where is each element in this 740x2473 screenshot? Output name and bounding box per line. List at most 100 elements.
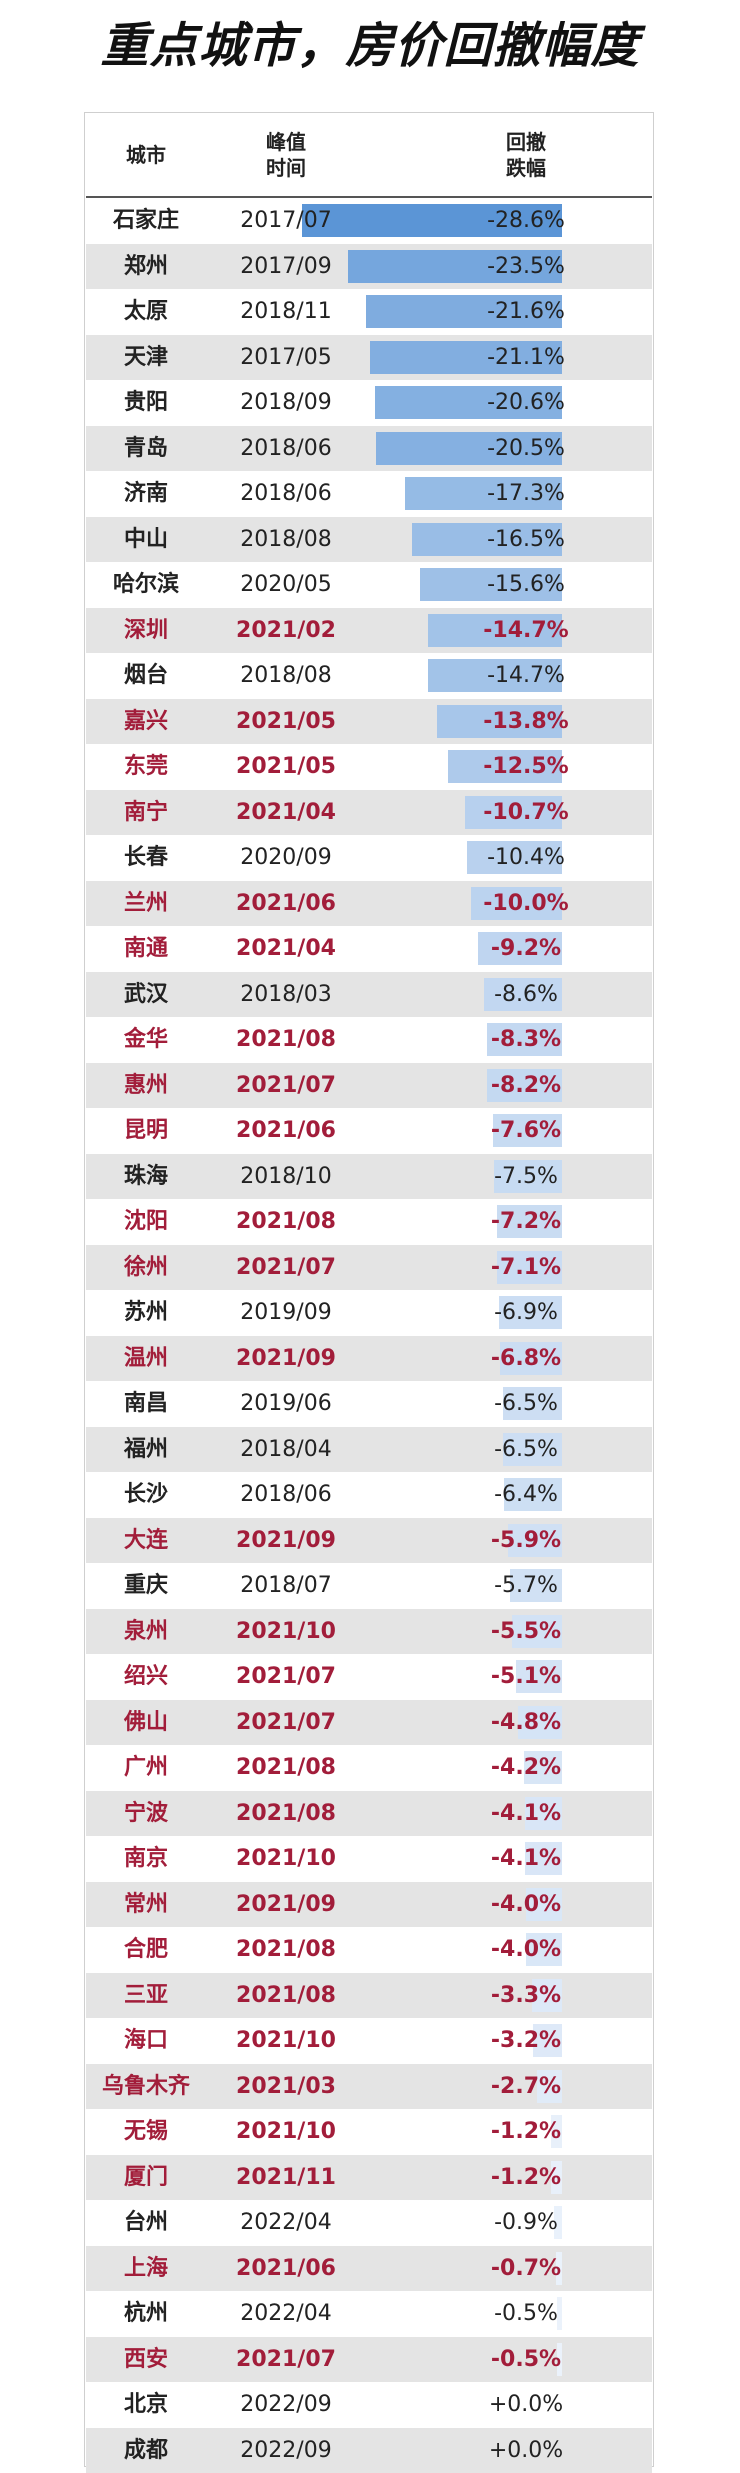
- cell-peak-time: 2021/05: [236, 708, 336, 734]
- drawdown-bar: [478, 932, 562, 965]
- drawdown-bar: [448, 750, 562, 783]
- table-row: 徐州 2021/07 -7.1%: [86, 1244, 652, 1290]
- cell-drawdown: -5.5%: [490, 1618, 562, 1644]
- table-row: 无锡 2021/10 -1.2%: [86, 2109, 652, 2154]
- cell-drawdown: -20.5%: [487, 435, 565, 461]
- cell-peak-time: 2018/08: [240, 526, 332, 552]
- table-row: 绍兴 2021/07 -5.1%: [86, 1654, 652, 1699]
- cell-peak-time: 2021/04: [236, 936, 336, 961]
- table-row: 武汉 2018/03 -8.6%: [86, 971, 652, 1017]
- drawdown-bar: [557, 2342, 562, 2376]
- table-row: 合肥 2021/08 -4.0%: [86, 1927, 652, 1972]
- table-row: 青岛 2018/06 -20.5%: [86, 425, 652, 471]
- cell-city: 杭州: [123, 2301, 168, 2326]
- cell-city: 石家庄: [112, 208, 179, 233]
- cell-city: 南宁: [123, 799, 168, 825]
- drawdown-bar: [537, 2069, 562, 2103]
- table-row: 福州 2018/04 -6.5%: [86, 1426, 652, 1472]
- cell-drawdown: +0.0%: [488, 2392, 564, 2417]
- cell-peak-time: 2021/05: [236, 754, 336, 779]
- cell-city: 台州: [123, 2210, 168, 2235]
- cell-peak-time: 2018/06: [240, 481, 332, 506]
- cell-city: 福州: [123, 1436, 168, 1462]
- cell-peak-time: 2021/07: [236, 1072, 336, 1098]
- cell-city: 太原: [123, 299, 168, 324]
- cell-city: 苏州: [123, 1300, 168, 1325]
- cell-city: 海口: [123, 2028, 168, 2053]
- table-row: 常州 2021/09 -4.0%: [86, 1881, 652, 1927]
- cell-drawdown: -9.2%: [490, 936, 562, 961]
- cell-drawdown: -15.6%: [487, 572, 565, 597]
- table-header: 城市 峰值 时间 回撤 跌幅: [86, 114, 652, 198]
- table-row: 海口 2021/10 -3.2%: [86, 2018, 652, 2063]
- cell-drawdown: -7.6%: [490, 1118, 562, 1143]
- cell-drawdown: -8.2%: [490, 1072, 562, 1098]
- drawdown-bar: [515, 1660, 562, 1693]
- cell-drawdown: -7.2%: [490, 1209, 562, 1234]
- cell-city: 金华: [123, 1027, 168, 1052]
- cell-drawdown: -7.1%: [490, 1254, 562, 1280]
- table-row: 大连 2021/09 -5.9%: [86, 1517, 652, 1563]
- cell-drawdown: -12.5%: [483, 754, 569, 779]
- cell-city: 南京: [123, 1846, 168, 1871]
- cell-drawdown: -3.3%: [490, 1982, 562, 2008]
- cell-city: 乌鲁木齐: [101, 2073, 190, 2099]
- cell-city: 烟台: [123, 663, 168, 688]
- drawdown-bar: [525, 1933, 562, 1966]
- table-row: 长春 2020/09 -10.4%: [86, 835, 652, 880]
- drawdown-bar: [555, 2251, 562, 2285]
- table-row: 佛山 2021/07 -4.8%: [86, 1699, 652, 1745]
- cell-drawdown: -4.1%: [490, 1800, 562, 1826]
- cell-peak-time: 2017/07: [240, 208, 332, 233]
- cell-peak-time: 2018/04: [240, 1436, 332, 1462]
- cell-drawdown: -6.9%: [494, 1300, 558, 1325]
- drawdown-bar: [493, 1159, 562, 1193]
- cell-city: 重庆: [123, 1573, 168, 1598]
- table-row: 乌鲁木齐 2021/03 -2.7%: [86, 2063, 652, 2109]
- drawdown-bar: [525, 1887, 562, 1921]
- cell-peak-time: 2017/09: [240, 253, 332, 279]
- drawdown-bar: [502, 1387, 562, 1420]
- cell-city: 厦门: [123, 2164, 168, 2190]
- cell-peak-time: 2021/08: [236, 1800, 336, 1826]
- cell-peak-time: 2021/08: [236, 1209, 336, 1234]
- cell-city: 天津: [123, 344, 168, 370]
- cell-drawdown: -1.2%: [490, 2164, 562, 2190]
- cell-peak-time: 2021/08: [236, 1027, 336, 1052]
- cell-city: 成都: [123, 2437, 168, 2463]
- cell-city: 武汉: [123, 981, 168, 1007]
- drawdown-bar: [428, 613, 562, 647]
- table-row: 兰州 2021/06 -10.0%: [86, 880, 652, 926]
- cell-peak-time: 2021/06: [236, 1118, 336, 1143]
- table-row: 重庆 2018/07 -5.7%: [86, 1563, 652, 1608]
- cell-peak-time: 2021/07: [236, 2346, 336, 2372]
- table-row: 南宁 2021/04 -10.7%: [86, 789, 652, 835]
- drawdown-bar: [348, 249, 562, 283]
- cell-city: 东莞: [123, 754, 168, 779]
- cell-drawdown: -0.5%: [490, 2346, 562, 2372]
- cell-city: 南通: [123, 936, 168, 961]
- cell-city: 无锡: [123, 2119, 168, 2144]
- drawdown-bar: [492, 1114, 562, 1147]
- table-row: 厦门 2021/11 -1.2%: [86, 2154, 652, 2200]
- cell-drawdown: -23.5%: [487, 253, 565, 279]
- cell-peak-time: 2018/06: [240, 1482, 332, 1507]
- cell-peak-time: 2018/06: [240, 435, 332, 461]
- cell-peak-time: 2019/09: [240, 1300, 332, 1325]
- cell-city: 郑州: [123, 253, 168, 279]
- cell-drawdown: -8.6%: [494, 981, 558, 1007]
- cell-drawdown: -21.6%: [487, 299, 565, 324]
- cell-drawdown: -4.8%: [490, 1709, 562, 1735]
- cell-city: 兰州: [123, 890, 168, 916]
- table-row: 三亚 2021/08 -3.3%: [86, 1972, 652, 2018]
- cell-city: 中山: [123, 526, 168, 552]
- drawdown-bar: [499, 1296, 562, 1329]
- cell-peak-time: 2018/03: [240, 981, 332, 1007]
- table-row: 惠州 2021/07 -8.2%: [86, 1062, 652, 1108]
- cell-city: 西安: [123, 2346, 168, 2372]
- cell-peak-time: 2021/07: [236, 1664, 336, 1689]
- cell-peak-time: 2021/09: [236, 1527, 336, 1553]
- drawdown-bar: [508, 1523, 562, 1557]
- table-row: 金华 2021/08 -8.3%: [86, 1017, 652, 1062]
- cell-drawdown: -13.8%: [483, 708, 569, 734]
